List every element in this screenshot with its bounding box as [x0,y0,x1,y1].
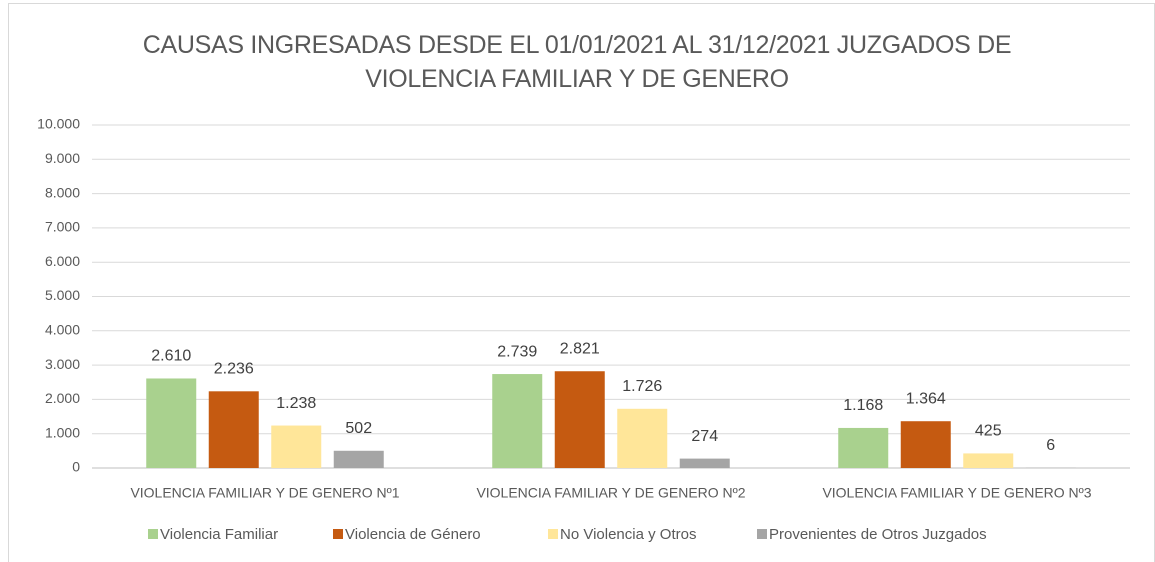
bar [838,427,889,468]
value-label: 2.821 [560,340,600,357]
bar [333,450,384,468]
bar [617,408,668,468]
value-label: 2.236 [214,361,254,378]
x-tick-label: VIOLENCIA FAMILIAR Y DE GENERO Nº2 [476,485,745,501]
bar [679,458,730,468]
bar [554,371,605,468]
value-label: 425 [975,423,1002,440]
y-tick-label: 7.000 [45,219,80,235]
legend-swatch [333,529,343,539]
value-label: 1.238 [276,395,316,412]
y-tick-label: 3.000 [45,356,80,372]
y-tick-label: 8.000 [45,184,80,200]
value-label: 502 [345,420,372,437]
legend-swatch [757,529,767,539]
legend-label: Provenientes de Otros Juzgados [769,526,987,543]
bar [900,421,951,468]
value-label: 274 [691,428,718,445]
x-tick-label: VIOLENCIA FAMILIAR Y DE GENERO Nº3 [822,485,1091,501]
chart-title: CAUSAS INGRESADAS DESDE EL 01/01/2021 AL… [142,31,1012,93]
bar [146,378,197,468]
y-tick-label: 0 [72,459,80,475]
y-tick-label: 10.000 [37,116,80,132]
bar [963,453,1014,468]
legend-label: No Violencia y Otros [560,526,696,543]
y-tick-label: 2.000 [45,390,80,406]
value-label: 2.739 [497,343,537,360]
x-tick-label: VIOLENCIA FAMILIAR Y DE GENERO Nº1 [130,485,399,501]
value-label: 1.168 [843,397,883,414]
legend-swatch [548,529,558,539]
y-tick-label: 9.000 [45,150,80,166]
value-label: 1.726 [622,378,662,395]
bar [271,425,322,468]
value-label: 6 [1046,437,1055,454]
value-label: 2.610 [151,348,191,365]
legend-label: Violencia de Género [345,526,481,543]
y-tick-label: 1.000 [45,424,80,440]
legend-label: Violencia Familiar [160,526,278,543]
y-tick-label: 6.000 [45,253,80,269]
y-tick-label: 5.000 [45,287,80,303]
bar [492,374,543,468]
value-label: 1.364 [906,390,946,407]
y-tick-label: 4.000 [45,322,80,338]
legend-swatch [148,529,158,539]
bar [208,391,259,468]
